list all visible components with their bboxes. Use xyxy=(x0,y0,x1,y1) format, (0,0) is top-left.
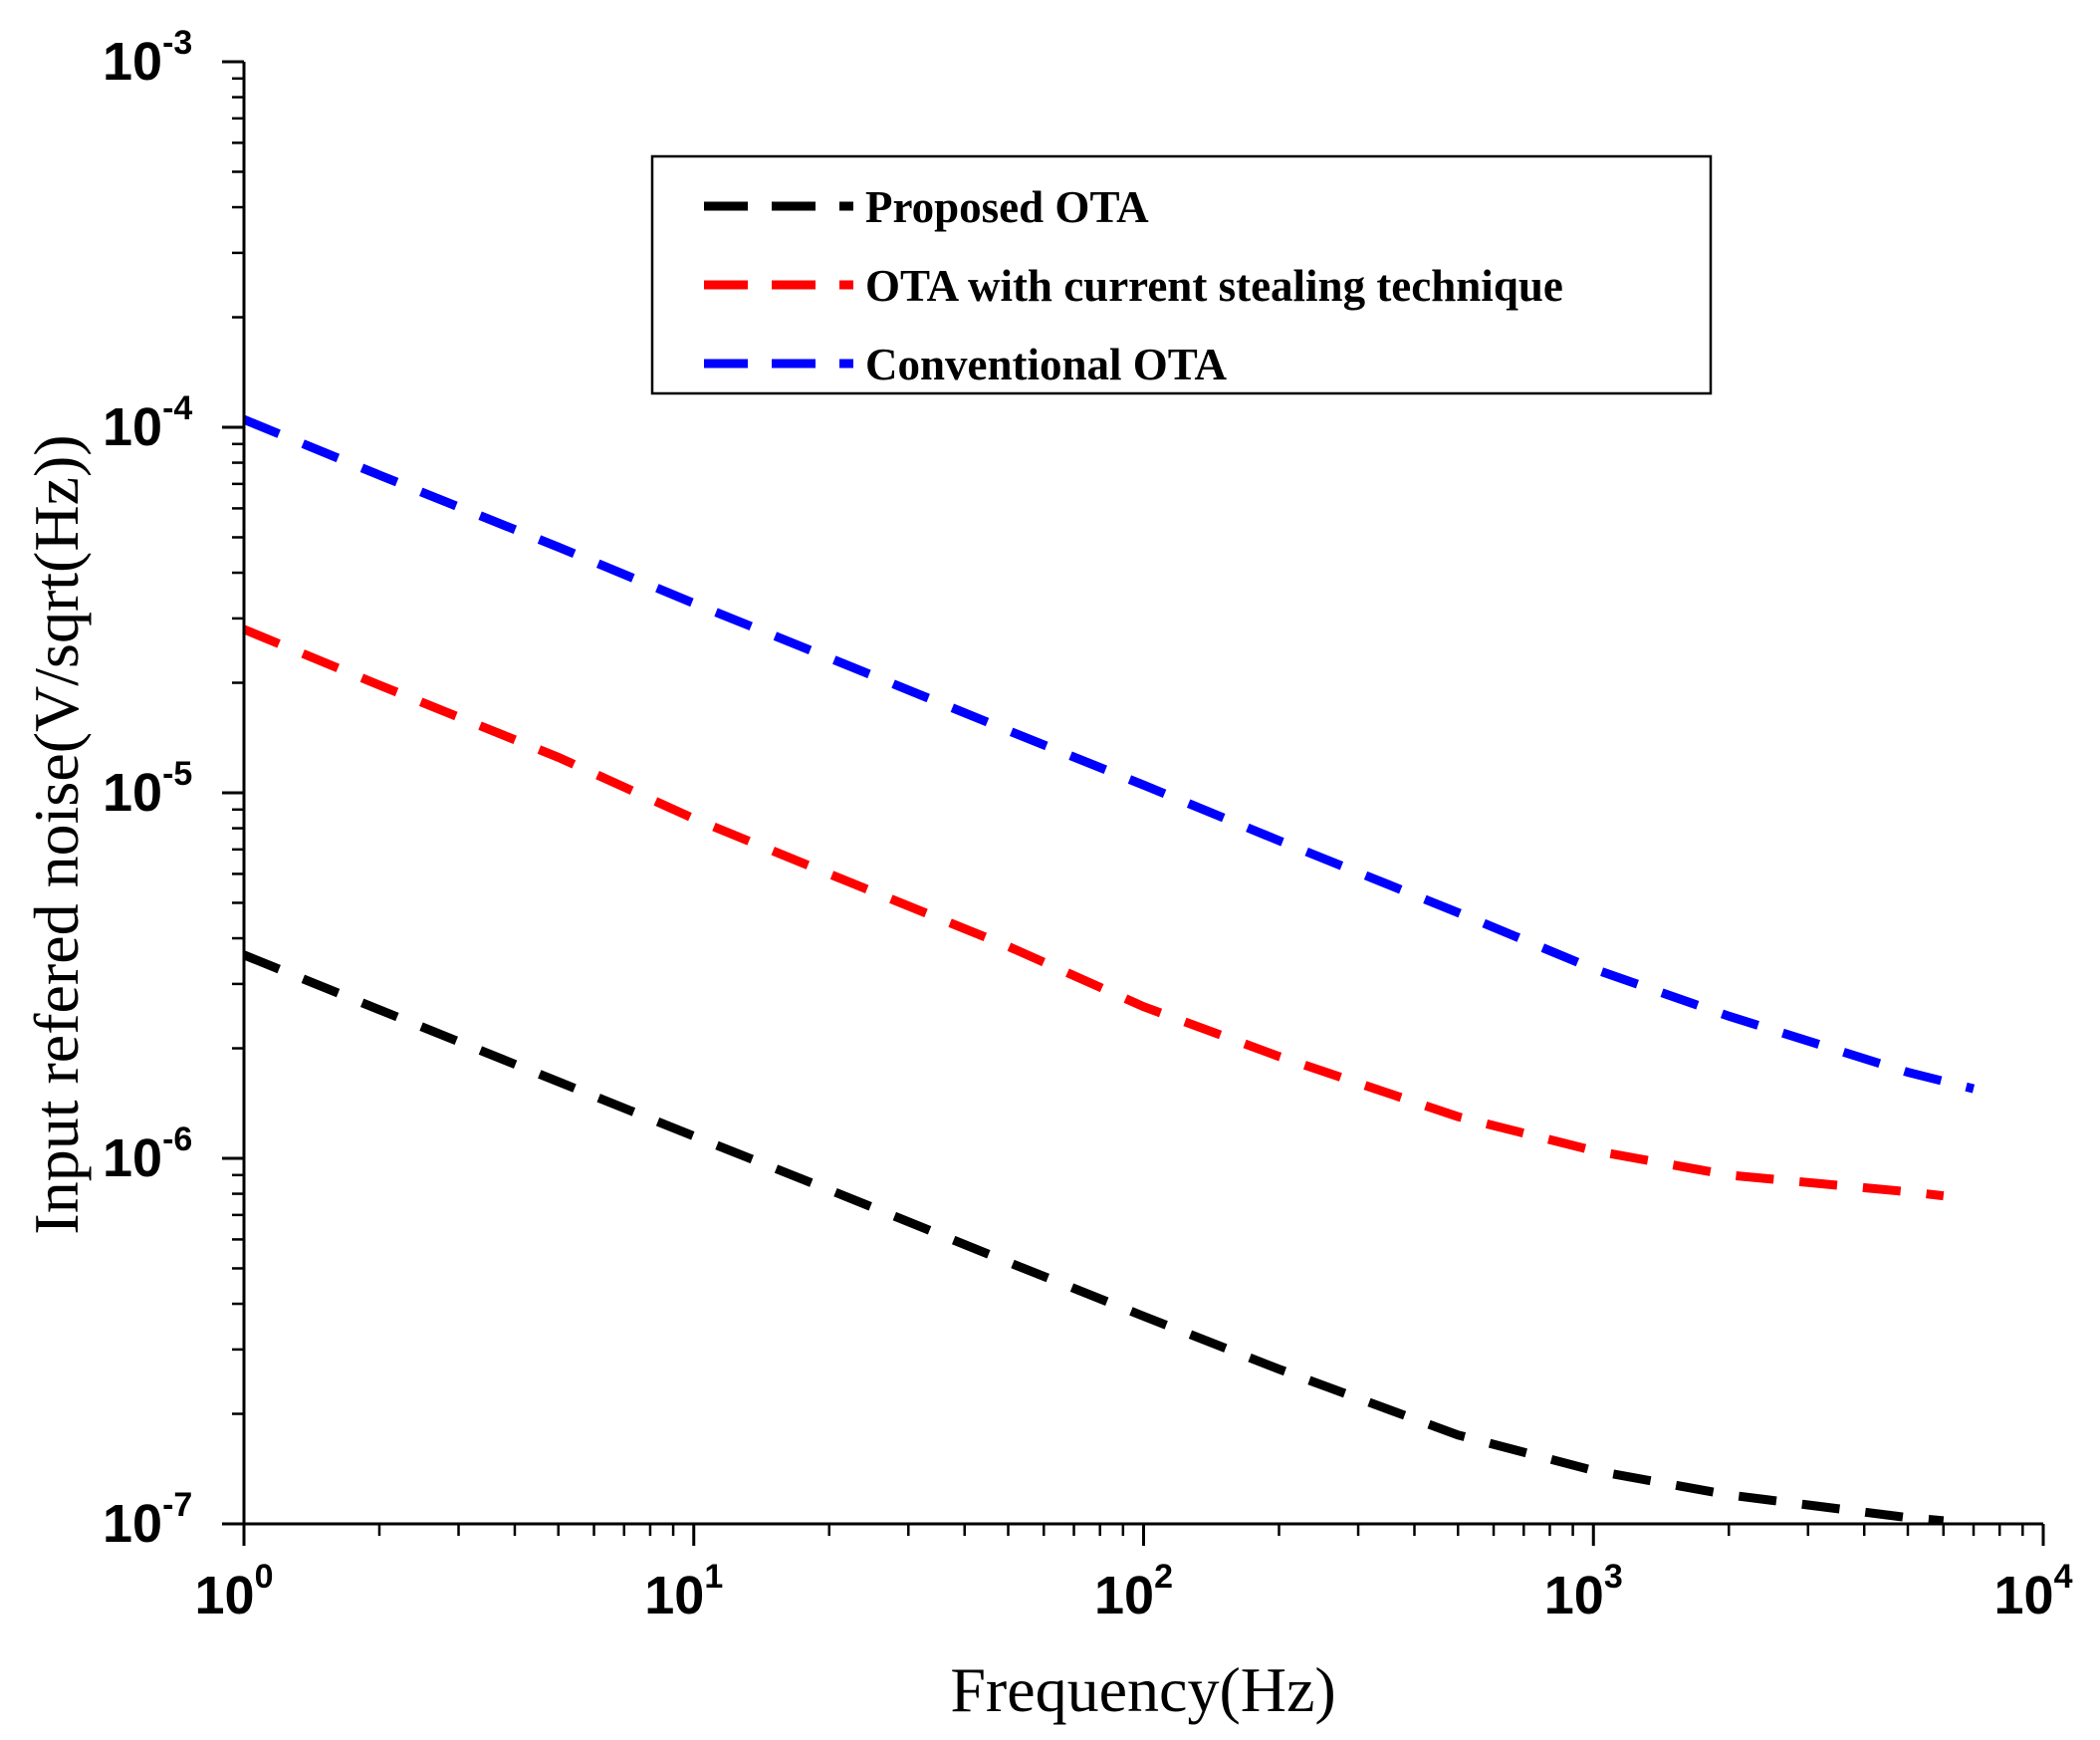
series-line-1 xyxy=(242,624,1945,1201)
y-axis-title: Input refered noise(V/sqrt(Hz)) xyxy=(21,434,92,1234)
series-line-2 xyxy=(242,415,1976,1094)
legend-label-0: Proposed OTA xyxy=(865,182,1149,232)
x-axis-title: Frequency(Hz) xyxy=(950,1654,1335,1725)
legend-box xyxy=(650,154,1713,395)
legend-label-1: OTA with current stealing technique xyxy=(865,261,1563,311)
series-layer xyxy=(242,415,1976,1526)
legend-label-2: Conventional OTA xyxy=(865,340,1227,389)
legend: Proposed OTA OTA with current stealing te… xyxy=(650,154,1713,395)
series-line-0 xyxy=(242,950,1945,1526)
